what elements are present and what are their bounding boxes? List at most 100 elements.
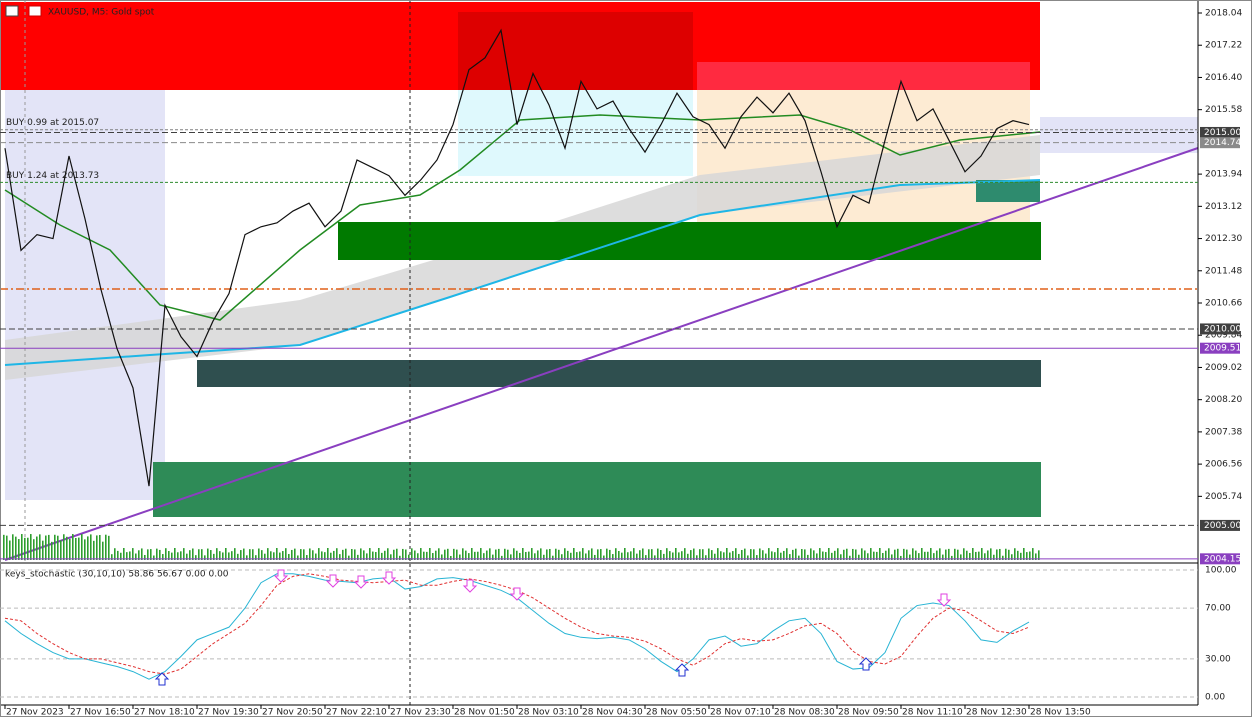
indicator-title: keys_stochastic (30,10,10) 58.86 56.67 0…	[5, 570, 229, 580]
volume-bar	[390, 554, 392, 560]
volume-bar	[168, 551, 170, 560]
supply-zone	[697, 62, 1030, 90]
volume-bar	[432, 553, 434, 560]
volume-bar	[660, 550, 662, 560]
volume-bar	[561, 554, 563, 560]
volume-bar	[249, 549, 251, 560]
volume-bar	[789, 554, 791, 560]
volume-bar	[654, 555, 656, 560]
order-label: BUY 0.99 at 2015.07	[6, 118, 99, 128]
symbol-icon[interactable]	[28, 5, 42, 17]
volume-bar	[42, 540, 44, 560]
x-tick-label: 28 Nov 08:30	[774, 708, 835, 717]
volume-bar	[537, 550, 539, 560]
volume-bar	[645, 555, 647, 560]
volume-bar	[45, 535, 47, 560]
volume-bar	[126, 552, 128, 560]
volume-bar	[219, 551, 221, 560]
volume-bar	[519, 552, 521, 560]
volume-bar	[381, 552, 383, 560]
volume-bar	[264, 553, 266, 560]
volume-bar	[468, 553, 470, 560]
volume-bar	[495, 549, 497, 560]
volume-bar	[123, 548, 125, 560]
volume-bar	[60, 540, 62, 560]
volume-bar	[819, 548, 821, 560]
volume-bar	[15, 536, 17, 560]
volume-bar	[198, 549, 200, 560]
volume-bar	[759, 548, 761, 560]
volume-bar	[867, 553, 869, 560]
volume-bar	[825, 552, 827, 560]
x-tick-label: 28 Nov 13:50	[1030, 708, 1091, 717]
volume-bar	[897, 548, 899, 560]
volume-bar	[171, 552, 173, 560]
volume-bar	[843, 549, 845, 560]
volume-bar	[225, 548, 227, 560]
volume-bar	[267, 548, 269, 560]
volume-bar	[420, 548, 422, 560]
volume-bar	[900, 555, 902, 560]
x-tick-label: 27 Nov 22:10	[326, 708, 387, 717]
moving-average	[4, 114, 1041, 321]
volume-bar	[501, 555, 503, 560]
volume-bar	[708, 548, 710, 560]
demand-zone	[153, 462, 1041, 517]
volume-bar	[213, 553, 215, 560]
volume-bar	[972, 548, 974, 560]
volume-bar	[471, 548, 473, 560]
volume-bar	[702, 549, 704, 560]
volume-bar	[270, 551, 272, 560]
volume-bar	[243, 548, 245, 560]
volume-bar	[792, 549, 794, 560]
demand-zone	[338, 222, 1041, 260]
volume-bar	[27, 537, 29, 560]
volume-bar	[375, 552, 377, 560]
sell-arrow	[936, 593, 952, 607]
price-tag-label: 2010.00	[1204, 324, 1241, 334]
volume-bar	[492, 554, 494, 560]
volume-bar	[429, 548, 431, 560]
volume-bar	[96, 535, 98, 560]
volume-bar	[564, 548, 566, 560]
volume-bar	[81, 534, 83, 560]
volume-bar	[300, 549, 302, 560]
volume-bar	[156, 548, 158, 560]
volume-bar	[681, 551, 683, 560]
volume-bar	[888, 548, 890, 560]
volume-bar	[435, 550, 437, 560]
volume-bar	[315, 553, 317, 560]
volume-bar	[927, 551, 929, 560]
volume-bar	[771, 551, 773, 560]
volume-bar	[105, 534, 107, 560]
volume-bar	[921, 548, 923, 560]
volume-bar	[588, 550, 590, 560]
y-tick-label: 2005.74	[1205, 492, 1242, 502]
volume-bar	[57, 535, 59, 560]
volume-bar	[189, 550, 191, 560]
volume-bar	[174, 548, 176, 560]
buy-arrow	[858, 657, 874, 671]
volume-bar	[357, 554, 359, 560]
volume-bar	[960, 554, 962, 560]
volume-bar	[855, 549, 857, 560]
volume-bar	[996, 549, 998, 560]
volume-bar	[618, 550, 620, 560]
menu-icon[interactable]	[5, 5, 19, 17]
volume-bar	[72, 534, 74, 560]
volume-bar	[258, 548, 260, 560]
volume-bar	[549, 548, 551, 560]
volume-bar	[891, 554, 893, 560]
volume-bar	[102, 541, 104, 560]
y-tick-label: 2010.66	[1205, 299, 1242, 309]
zone	[1040, 117, 1198, 153]
volume-bar	[1026, 552, 1028, 560]
volume-bar	[621, 552, 623, 560]
sell-arrow	[462, 579, 478, 593]
volume-bar	[69, 538, 71, 560]
volume-bar	[540, 548, 542, 560]
volume-bar	[693, 548, 695, 560]
sell-arrow	[273, 569, 289, 583]
volume-bar	[555, 548, 557, 560]
